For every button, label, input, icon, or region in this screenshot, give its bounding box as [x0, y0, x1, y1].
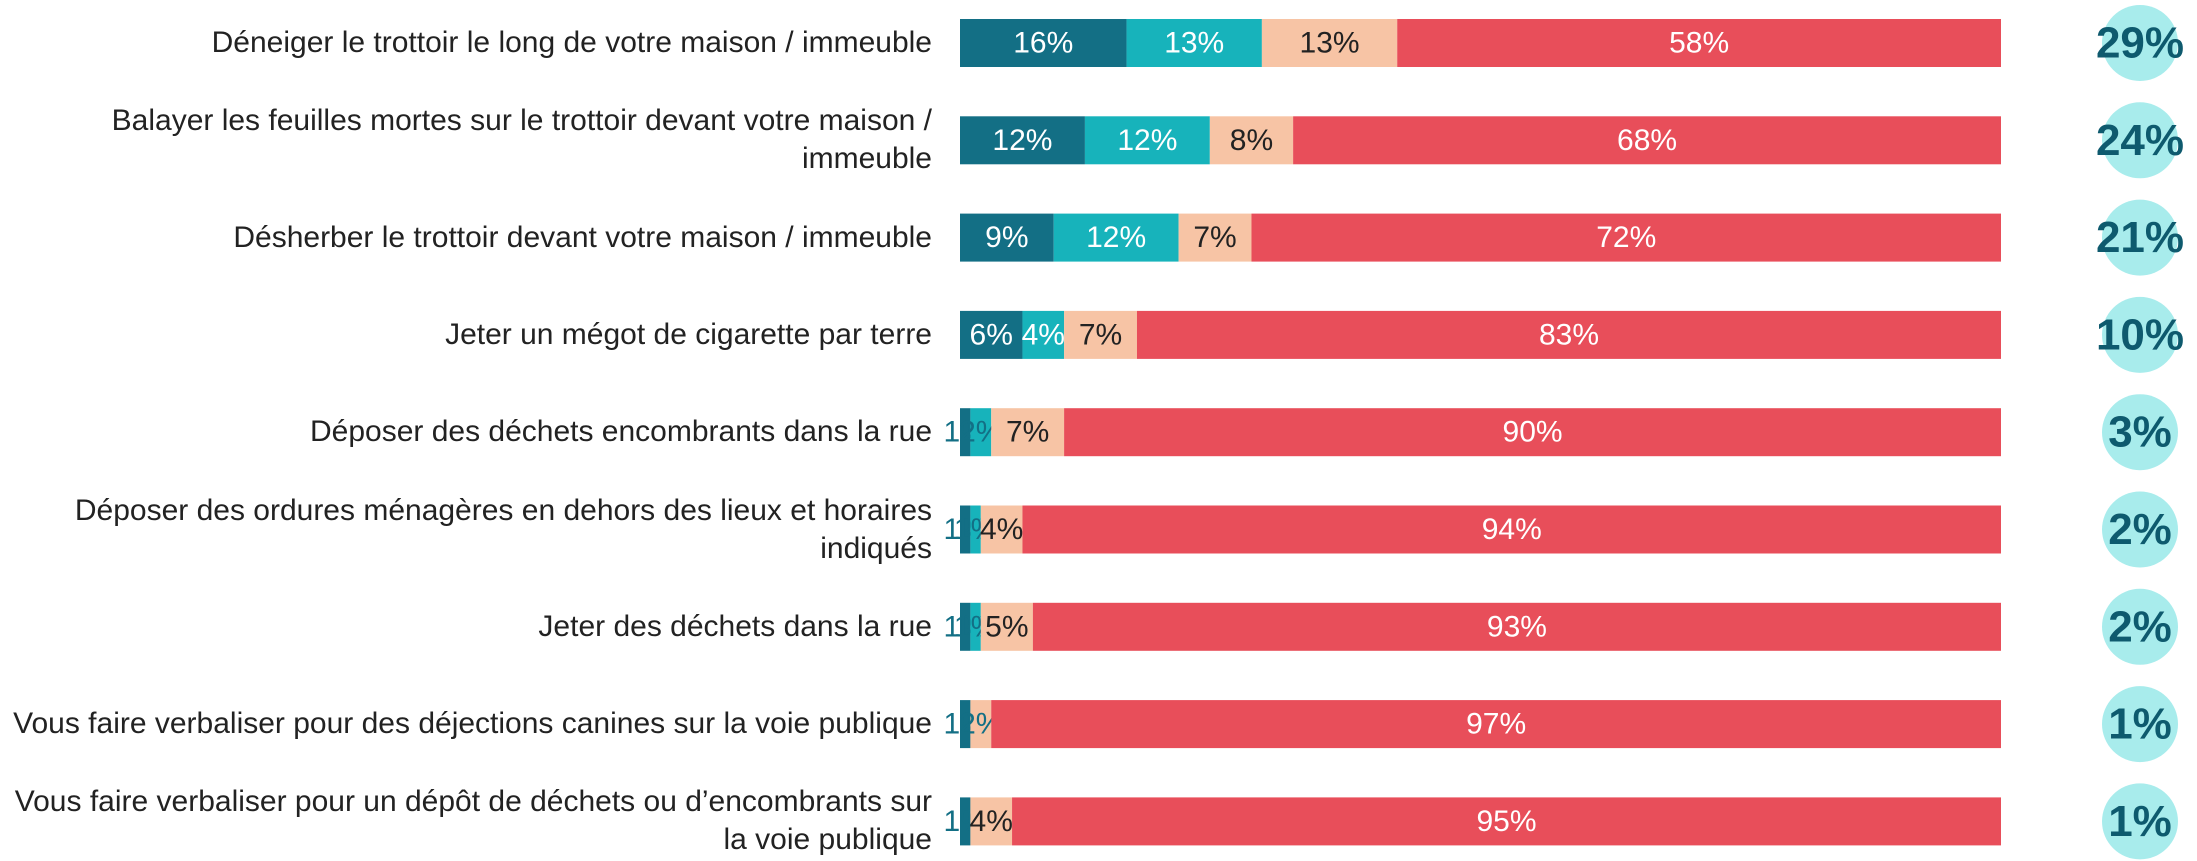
- value-label: 5%: [985, 610, 1028, 643]
- total-bubble: [2102, 394, 2178, 471]
- bar-segment: [991, 408, 1065, 457]
- bar-segment: [991, 700, 2001, 749]
- value-label: 4%: [980, 513, 1023, 546]
- bar-segment: [970, 700, 992, 749]
- total-label: 2%: [2108, 505, 2172, 554]
- bar-segment: [960, 505, 971, 554]
- value-label: 7%: [1079, 318, 1122, 351]
- category-label: Déposer des déchets encombrants dans la …: [309, 415, 932, 449]
- bar-segment: [980, 602, 1033, 651]
- value-label: 12%: [992, 124, 1052, 157]
- value-label: 95%: [1477, 805, 1537, 838]
- total-label: 21%: [2096, 213, 2184, 262]
- bar-segment: [1064, 408, 2001, 457]
- bar-segment: [1397, 19, 2001, 67]
- bar-segment: [1293, 116, 2001, 165]
- bar-segment: [1084, 116, 1210, 165]
- category-label: Jeter un mégot de cigarette par terre: [445, 317, 932, 351]
- value-label: 13%: [1164, 27, 1224, 60]
- value-label: 16%: [1013, 27, 1073, 60]
- bar-segment: [960, 797, 971, 846]
- bar-segment: [960, 700, 971, 749]
- bar-segment: [1053, 213, 1179, 262]
- total-label: 2%: [2108, 602, 2172, 651]
- value-label: 12%: [1117, 124, 1177, 157]
- bar-segment: [960, 213, 1054, 262]
- value-label: 68%: [1617, 124, 1677, 157]
- total-label: 3%: [2108, 408, 2172, 457]
- bar-segment: [960, 408, 971, 457]
- value-label: 90%: [1503, 416, 1563, 449]
- total-label: 10%: [2096, 310, 2184, 359]
- total-label: 1%: [2108, 797, 2172, 846]
- bar-segment: [970, 797, 1013, 846]
- value-label: 83%: [1539, 318, 1599, 351]
- category-label: Désherber le trottoir devant votre maiso…: [233, 220, 932, 254]
- total-bubble: [2102, 491, 2178, 568]
- category-label: Déneiger le trottoir le long de votre ma…: [211, 26, 932, 59]
- value-label: 58%: [1669, 27, 1729, 60]
- bar-segment: [980, 505, 1023, 554]
- bar-segment: [1032, 602, 2001, 651]
- total-bubble: [2102, 5, 2178, 81]
- bar-segment: [970, 505, 981, 554]
- bar-segment: [1012, 797, 2001, 846]
- value-label: 9%: [985, 221, 1028, 254]
- bar-segment: [1022, 505, 2001, 554]
- bar-segment: [1064, 310, 1137, 359]
- bar-segment: [1178, 213, 1252, 262]
- category-label: Déposer des ordures ménagères en dehors …: [74, 493, 932, 565]
- total-bubble: [2102, 783, 2178, 860]
- total-bubble: [2102, 686, 2178, 763]
- total-label: 29%: [2096, 19, 2184, 68]
- value-label: 94%: [1482, 513, 1542, 546]
- total-bubble: [2102, 102, 2178, 179]
- bar-segment: [1126, 19, 1262, 67]
- bar-segment: [1261, 19, 1398, 67]
- value-label: 4%: [1022, 318, 1065, 351]
- total-bubble: [2102, 296, 2178, 373]
- value-label: 97%: [1466, 708, 1526, 741]
- value-label: 72%: [1596, 221, 1656, 254]
- bar-segment: [960, 310, 1023, 359]
- value-label: 7%: [1006, 416, 1049, 449]
- bar-segment: [970, 602, 981, 651]
- value-label: 13%: [1300, 27, 1360, 60]
- value-label: 93%: [1487, 610, 1547, 643]
- total-bubble: [2102, 199, 2178, 276]
- category-label: Vous faire verbaliser pour des déjection…: [13, 707, 932, 741]
- bar-segment: [1251, 213, 2001, 262]
- category-label: Jeter des déchets dans la rue: [538, 609, 932, 643]
- bar-segment: [960, 19, 1127, 67]
- bar-segment: [1022, 310, 1065, 359]
- total-label: 1%: [2108, 700, 2172, 749]
- value-label: 7%: [1193, 221, 1236, 254]
- total-bubble: [2102, 588, 2178, 665]
- value-label: 6%: [970, 318, 1013, 351]
- value-label: 12%: [1086, 221, 1146, 254]
- bar-segment: [960, 602, 971, 651]
- category-label: Balayer les feuilles mortes sur le trott…: [111, 104, 932, 176]
- bar-segment: [960, 116, 1085, 165]
- category-label: Vous faire verbaliser pour un dépôt de d…: [14, 785, 932, 857]
- value-label: 8%: [1230, 124, 1273, 157]
- bar-segment: [970, 408, 992, 457]
- value-label: 4%: [970, 805, 1013, 838]
- total-label: 24%: [2096, 116, 2184, 165]
- bar-segment: [1209, 116, 1294, 165]
- bar-segment: [1136, 310, 2001, 359]
